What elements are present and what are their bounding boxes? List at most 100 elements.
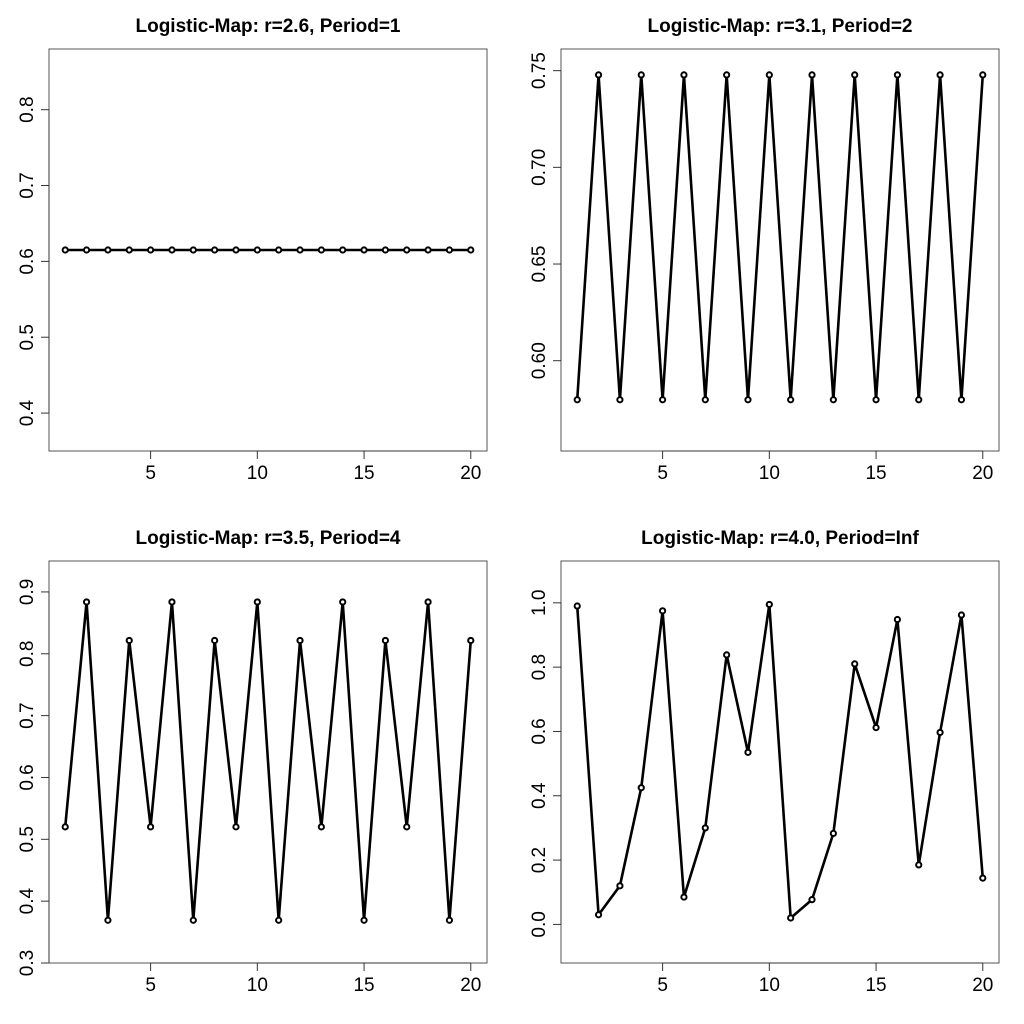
chart-panel-1: Logistic-Map: r=2.6, Period=1 5 10 15 20 0.4 0…	[17, 16, 488, 484]
data-point	[104, 916, 112, 924]
data-point	[744, 396, 752, 404]
chart-title: Logistic-Map: r=4.0, Period=Inf	[641, 528, 919, 549]
series-line	[63, 600, 473, 922]
data-point	[275, 246, 283, 254]
data-point	[723, 651, 731, 659]
data-point	[125, 636, 133, 645]
data-point	[723, 71, 731, 79]
data-point	[701, 396, 709, 404]
chart-title: Logistic-Map: r=3.1, Period=2	[647, 16, 912, 37]
y-tick-label: 0.0	[529, 911, 550, 937]
series-line	[575, 603, 985, 920]
data-point	[872, 396, 880, 404]
data-point	[104, 246, 112, 254]
data-point	[253, 246, 261, 254]
data-point	[168, 246, 176, 254]
data-point	[893, 71, 901, 79]
data-point	[765, 71, 773, 79]
data-point	[979, 874, 987, 882]
y-tick-label: 0.4	[17, 399, 38, 426]
data-point	[403, 246, 411, 254]
y-tick-label: 0.9	[17, 579, 38, 605]
data-point	[851, 71, 859, 79]
y-tick-label: 0.5	[17, 324, 38, 350]
y-tick-label: 0.65	[529, 246, 550, 283]
data-point	[61, 823, 69, 831]
y-tick-label: 0.8	[17, 641, 38, 667]
data-point	[211, 636, 219, 645]
y-tick-label: 0.70	[529, 149, 550, 186]
data-point	[659, 396, 667, 404]
data-point	[680, 893, 688, 901]
data-point	[317, 823, 325, 831]
data-point	[701, 824, 709, 832]
data-point	[680, 71, 688, 79]
data-point	[915, 396, 923, 404]
data-point	[147, 823, 155, 831]
data-point	[296, 246, 304, 254]
y-tick-label: 0.6	[529, 718, 550, 744]
data-point	[765, 600, 773, 609]
y-tick-label: 0.60	[529, 342, 550, 379]
chart-panel-2: Logistic-Map: r=3.1, Period=2 5 10 15 20 0.60…	[529, 16, 1000, 484]
data-point	[467, 246, 475, 254]
chart-title: Logistic-Map: r=2.6, Period=1	[135, 16, 400, 37]
data-point	[787, 914, 795, 922]
data-point	[168, 598, 176, 606]
data-point	[915, 861, 923, 869]
data-point	[317, 246, 325, 254]
data-point	[61, 246, 69, 254]
x-tick-label: 20	[972, 975, 993, 996]
data-point	[125, 246, 133, 254]
data-point	[296, 636, 304, 645]
x-tick-label: 10	[247, 975, 268, 996]
x-tick-label: 10	[759, 463, 780, 484]
chart-panel-3: Logistic-Map: r=3.5, Period=4 5 10 15 20 0.3 0…	[17, 528, 488, 996]
data-point	[424, 598, 432, 606]
y-tick-label: 0.6	[17, 248, 38, 274]
data-point	[957, 611, 966, 619]
data-point	[573, 602, 581, 610]
y-tick-label: 0.4	[529, 782, 550, 809]
data-point	[189, 246, 197, 254]
data-point	[82, 598, 91, 606]
chart-title: Logistic-Map: r=3.5, Period=4	[135, 528, 400, 549]
data-point	[467, 636, 475, 645]
y-tick-label: 0.7	[17, 172, 38, 198]
data-point	[360, 916, 368, 924]
y-tick-label: 0.75	[529, 52, 550, 89]
x-tick-label: 15	[865, 463, 886, 484]
data-point	[82, 246, 91, 254]
data-point	[232, 823, 240, 831]
data-point	[381, 636, 389, 645]
x-tick-label: 5	[657, 463, 668, 484]
data-point	[829, 396, 837, 404]
data-point	[189, 916, 197, 924]
data-point	[637, 784, 645, 792]
data-point	[445, 246, 454, 254]
data-point	[339, 598, 347, 606]
data-point	[979, 71, 987, 79]
data-point	[253, 598, 261, 606]
data-point	[744, 748, 752, 756]
x-tick-label: 15	[353, 975, 374, 996]
data-point	[893, 615, 901, 624]
data-point	[936, 71, 944, 79]
data-point	[659, 607, 667, 615]
data-point	[381, 246, 389, 254]
x-tick-label: 15	[865, 975, 886, 996]
data-point	[445, 916, 454, 924]
data-point	[339, 246, 347, 254]
data-point	[957, 396, 966, 404]
y-tick-label: 0.2	[529, 847, 550, 873]
x-tick-label: 10	[759, 975, 780, 996]
x-tick-label: 5	[145, 975, 156, 996]
data-point	[829, 829, 837, 837]
y-tick-label: 0.6	[17, 764, 38, 790]
y-tick-label: 0.5	[17, 826, 38, 852]
y-tick-label: 1.0	[529, 590, 550, 616]
data-point	[211, 246, 219, 254]
data-point	[851, 660, 859, 668]
data-point	[403, 823, 411, 831]
